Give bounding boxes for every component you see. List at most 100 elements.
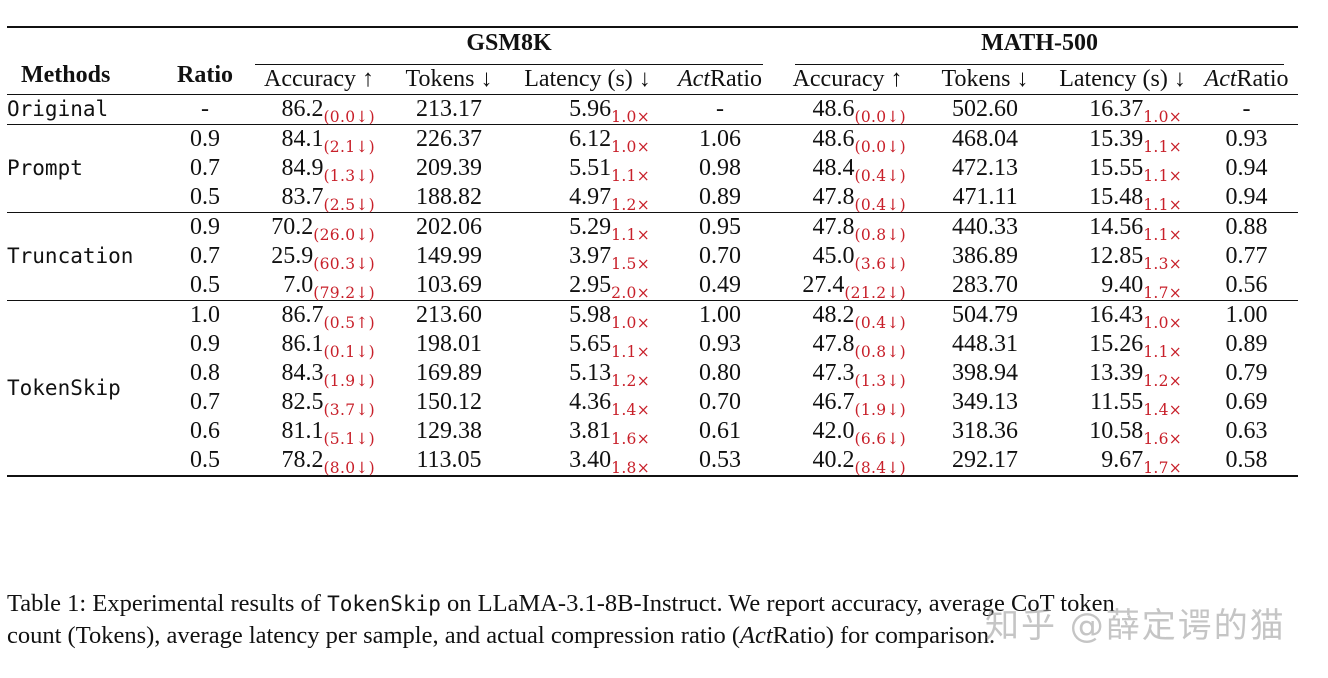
header-math500: MATH-500	[775, 27, 1298, 65]
header-math-accuracy: Accuracy ↑	[792, 66, 903, 92]
math-tokens: 471.11	[952, 184, 1018, 210]
math-accuracy: 47.8(0.8↓)	[775, 213, 920, 243]
speedup: 1.1×	[1143, 343, 1183, 361]
ratio-cell: 0.9	[190, 214, 220, 240]
math-accuracy-value: 48.4	[812, 155, 855, 181]
math-latency-value: 15.39	[1089, 126, 1144, 152]
table-row: 0.5 78.2(8.0↓) 113.05 3.401.8× 0.53 40.2(8.4↓…	[7, 446, 1298, 476]
math-tokens: 318.36	[952, 418, 1019, 444]
header-gsm8k-accuracy: Accuracy ↑	[264, 66, 374, 92]
table-row: TokenSkip 1.0 86.7(0.5↑) 213.60 5.981.0× 1.00…	[7, 301, 1298, 400]
math-latency-value: 16.37	[1089, 96, 1144, 122]
gsm8k-accuracy: 84.1(2.1↓)	[250, 125, 388, 155]
ratio-cell: -	[201, 96, 209, 122]
gsm8k-tokens: 188.82	[416, 184, 482, 210]
gsm8k-accuracy-value: 25.9	[271, 243, 314, 269]
math-accuracy-value: 46.7	[812, 389, 855, 415]
math-actratio: 0.58	[1225, 447, 1268, 473]
gsm8k-tokens: 198.01	[416, 331, 482, 357]
math-tokens: 504.79	[952, 302, 1019, 328]
group-prompt: Prompt 0.9 84.1(2.1↓) 226.37 6.121.0× 1.06 48.…	[7, 125, 1299, 214]
ratio-cell: 0.9	[190, 126, 220, 152]
math-tokens: 292.17	[952, 447, 1019, 473]
header-gsm8k-tokens: Tokens ↓	[405, 66, 493, 92]
method-name: Truncation	[7, 244, 134, 268]
gsm8k-actratio: 0.89	[699, 184, 742, 210]
gsm8k-latency-value: 5.98	[569, 302, 612, 328]
math-actratio: 0.89	[1225, 331, 1268, 357]
gsm8k-tokens: 103.69	[416, 272, 482, 298]
method-name: TokenSkip	[7, 375, 121, 400]
gsm8k-accuracy: 70.2(26.0↓)	[250, 213, 388, 243]
gsm8k-latency-value: 2.95	[569, 272, 612, 298]
accuracy-delta: (1.3↓)	[323, 167, 375, 185]
math-latency-value: 10.58	[1089, 418, 1144, 444]
gsm8k-actratio: 1.00	[699, 302, 742, 328]
gsm8k-latency: 3.401.8×	[510, 446, 665, 476]
math-accuracy-value: 45.0	[812, 243, 855, 269]
speedup: 1.7×	[1143, 284, 1183, 302]
math-accuracy: 46.7(1.9↓)	[775, 388, 920, 419]
math-latency: 15.481.1×	[1050, 183, 1195, 213]
gsm8k-tokens: 213.17	[416, 96, 482, 122]
gsm8k-actratio: 0.49	[699, 272, 742, 298]
math-actratio: 0.88	[1225, 214, 1268, 240]
gsm8k-accuracy: 25.9(60.3↓)	[250, 242, 388, 273]
accuracy-delta: (1.9↓)	[854, 401, 907, 419]
accuracy-delta: (0.4↓)	[854, 314, 907, 332]
ratio-cell: 0.6	[190, 418, 220, 444]
math-actratio: 0.77	[1225, 243, 1268, 269]
math-latency: 16.431.0×	[1050, 301, 1195, 331]
math-actratio: 1.00	[1225, 302, 1268, 328]
table-caption: Table 1: Experimental results of TokenSk…	[7, 588, 1115, 652]
math-accuracy-value: 47.8	[812, 214, 855, 240]
header-methods: Methods	[21, 61, 111, 88]
math-tokens: 398.94	[952, 360, 1019, 386]
math-tokens: 386.89	[952, 243, 1019, 269]
math-accuracy: 48.6(0.0↓)	[775, 125, 920, 155]
ratio-cell: 0.7	[190, 155, 220, 181]
table-row: Truncation 0.9 70.2(26.0↓) 202.06 5.291.1× 0.…	[7, 213, 1298, 268]
ratio-cell: 0.5	[190, 272, 220, 298]
gsm8k-accuracy-value: 78.2	[281, 447, 324, 473]
gsm8k-tokens: 149.99	[416, 243, 482, 269]
gsm8k-accuracy-value: 86.2	[281, 96, 324, 122]
speedup: 1.1×	[611, 167, 650, 185]
math-tokens: 440.33	[952, 214, 1019, 240]
math-accuracy-value: 48.2	[812, 302, 855, 328]
gsm8k-latency-value: 3.97	[569, 243, 612, 269]
table-row: 0.9 86.1(0.1↓) 198.01 5.651.1× 0.93 47.8(0.8↓…	[7, 330, 1298, 361]
caption-text: count (Tokens), average latency per samp…	[7, 622, 740, 649]
header-gsm8k-actratio: ActRatio	[665, 65, 775, 95]
ratio-cell: 0.5	[190, 184, 220, 210]
ratio-cell: 0.7	[190, 389, 220, 415]
ratio-cell: 1.0	[190, 302, 220, 328]
gsm8k-actratio: 0.53	[699, 447, 742, 473]
gsm8k-accuracy-value: 86.1	[281, 331, 324, 357]
math-latency-value: 9.40	[1101, 272, 1144, 298]
gsm8k-latency-value: 5.29	[569, 214, 612, 240]
gsm8k-tokens: 213.60	[416, 302, 482, 328]
group-original: Original -86.2(0.0↓) 213.17 5.961.0× -48.6(0…	[7, 95, 1299, 125]
math-accuracy: 47.3(1.3↓)	[775, 359, 920, 389]
accuracy-delta: (2.5↓)	[323, 196, 375, 214]
math-accuracy: 27.4(21.2↓)	[775, 271, 920, 301]
accuracy-delta: (60.3↓)	[313, 255, 375, 273]
header-gsm8k: GSM8K	[250, 27, 775, 65]
caption-text: Ratio) for comparison.	[772, 622, 996, 649]
math-latency-value: 15.48	[1089, 184, 1144, 210]
ratio-text: Ratio	[710, 66, 762, 92]
header-math-tokens: Tokens ↓	[941, 66, 1029, 92]
speedup: 1.1×	[1143, 196, 1183, 214]
math-accuracy-value: 42.0	[812, 418, 855, 444]
math-accuracy: 40.2(8.4↓)	[775, 446, 920, 476]
math-latency: 15.261.1×	[1050, 330, 1195, 361]
accuracy-delta: (21.2↓)	[844, 284, 907, 302]
math500-label: MATH-500	[795, 28, 1285, 65]
gsm8k-latency: 5.511.1×	[510, 154, 665, 185]
gsm8k-latency-value: 5.13	[569, 360, 612, 386]
speedup: 1.6×	[1143, 430, 1183, 448]
gsm8k-latency: 2.952.0×	[510, 271, 665, 301]
math-latency-value: 13.39	[1089, 360, 1144, 386]
math-latency: 11.551.4×	[1050, 388, 1195, 418]
